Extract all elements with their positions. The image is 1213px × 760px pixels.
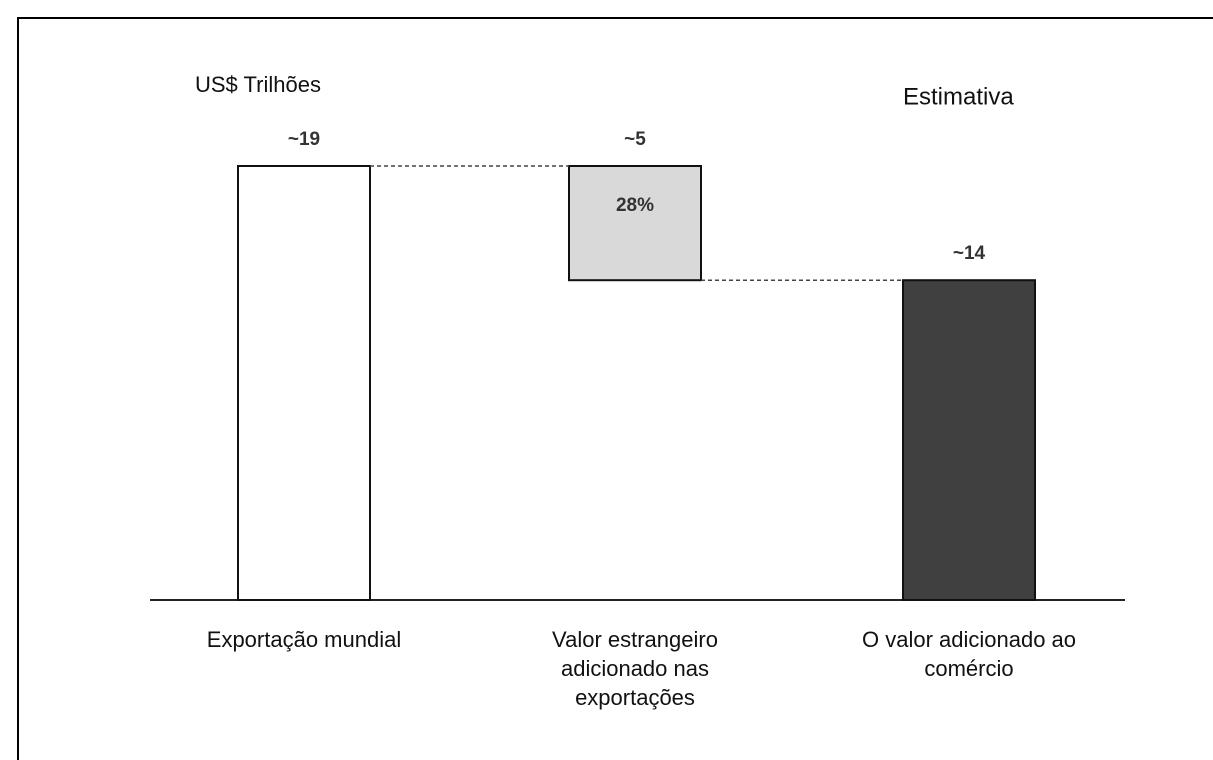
bar	[237, 165, 371, 601]
bar	[568, 165, 702, 282]
x-tick-label: Exportação mundial	[206, 627, 402, 652]
value-label: ~5	[624, 129, 646, 150]
x-tick-label: Valor estrangeiro adicionado nas exporta…	[552, 627, 718, 710]
bar	[902, 279, 1036, 601]
frame	[17, 17, 1213, 760]
annotation: 28%	[616, 195, 654, 216]
subtitle: Estimativa	[903, 83, 1014, 110]
x-tick-label: O valor adicionado ao comércio	[861, 627, 1077, 681]
y-axis-label: US$ Trilhões	[195, 72, 321, 97]
value-label: ~14	[953, 243, 986, 264]
value-label: ~19	[288, 129, 320, 150]
